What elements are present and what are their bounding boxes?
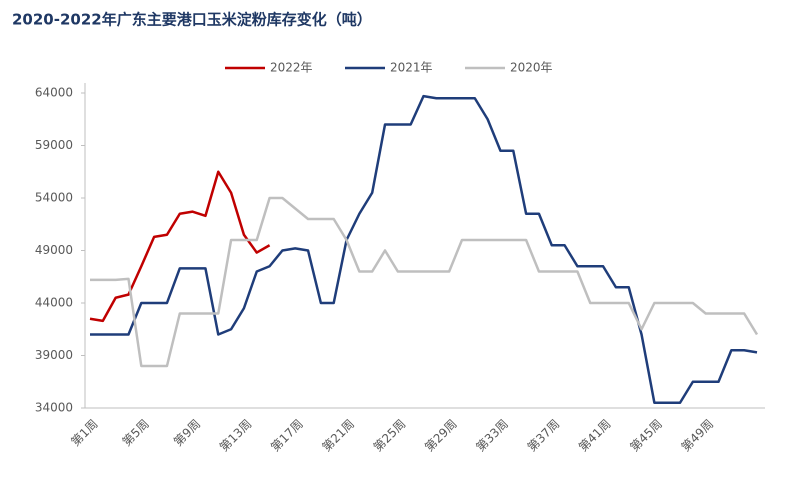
x-tick-label: 第45周 (627, 417, 665, 455)
y-tick-label: 59000 (35, 138, 73, 152)
x-tick-label: 第33周 (473, 417, 511, 455)
y-tick-label: 34000 (35, 401, 73, 415)
x-tick-label: 第49周 (679, 417, 717, 455)
y-tick-label: 49000 (35, 243, 73, 257)
y-tick-label: 64000 (35, 86, 73, 100)
series-line (90, 94, 758, 404)
legend-label: 2021年 (390, 61, 433, 75)
x-tick-label: 第25周 (371, 417, 409, 455)
x-tick-label: 第17周 (268, 417, 306, 455)
legend-label: 2022年 (270, 61, 313, 75)
series-line (90, 196, 759, 368)
x-tick-label: 第37周 (525, 417, 563, 455)
x-tick-label: 第13周 (217, 417, 255, 455)
x-tick-label: 第21周 (319, 417, 357, 455)
y-tick-label: 39000 (35, 348, 73, 362)
x-tick-label: 第5周 (120, 417, 152, 449)
series-line (89, 170, 271, 323)
chart-title: 2020-2022年广东主要港口玉米淀粉库存变化（吨） (12, 11, 372, 29)
legend-label: 2020年 (510, 61, 553, 75)
y-tick-label: 44000 (35, 296, 73, 310)
x-tick-label: 第41周 (576, 417, 614, 455)
x-tick-label: 第1周 (68, 417, 100, 449)
y-tick-label: 54000 (35, 191, 73, 205)
x-tick-label: 第29周 (422, 417, 460, 455)
x-tick-label: 第9周 (171, 417, 203, 449)
